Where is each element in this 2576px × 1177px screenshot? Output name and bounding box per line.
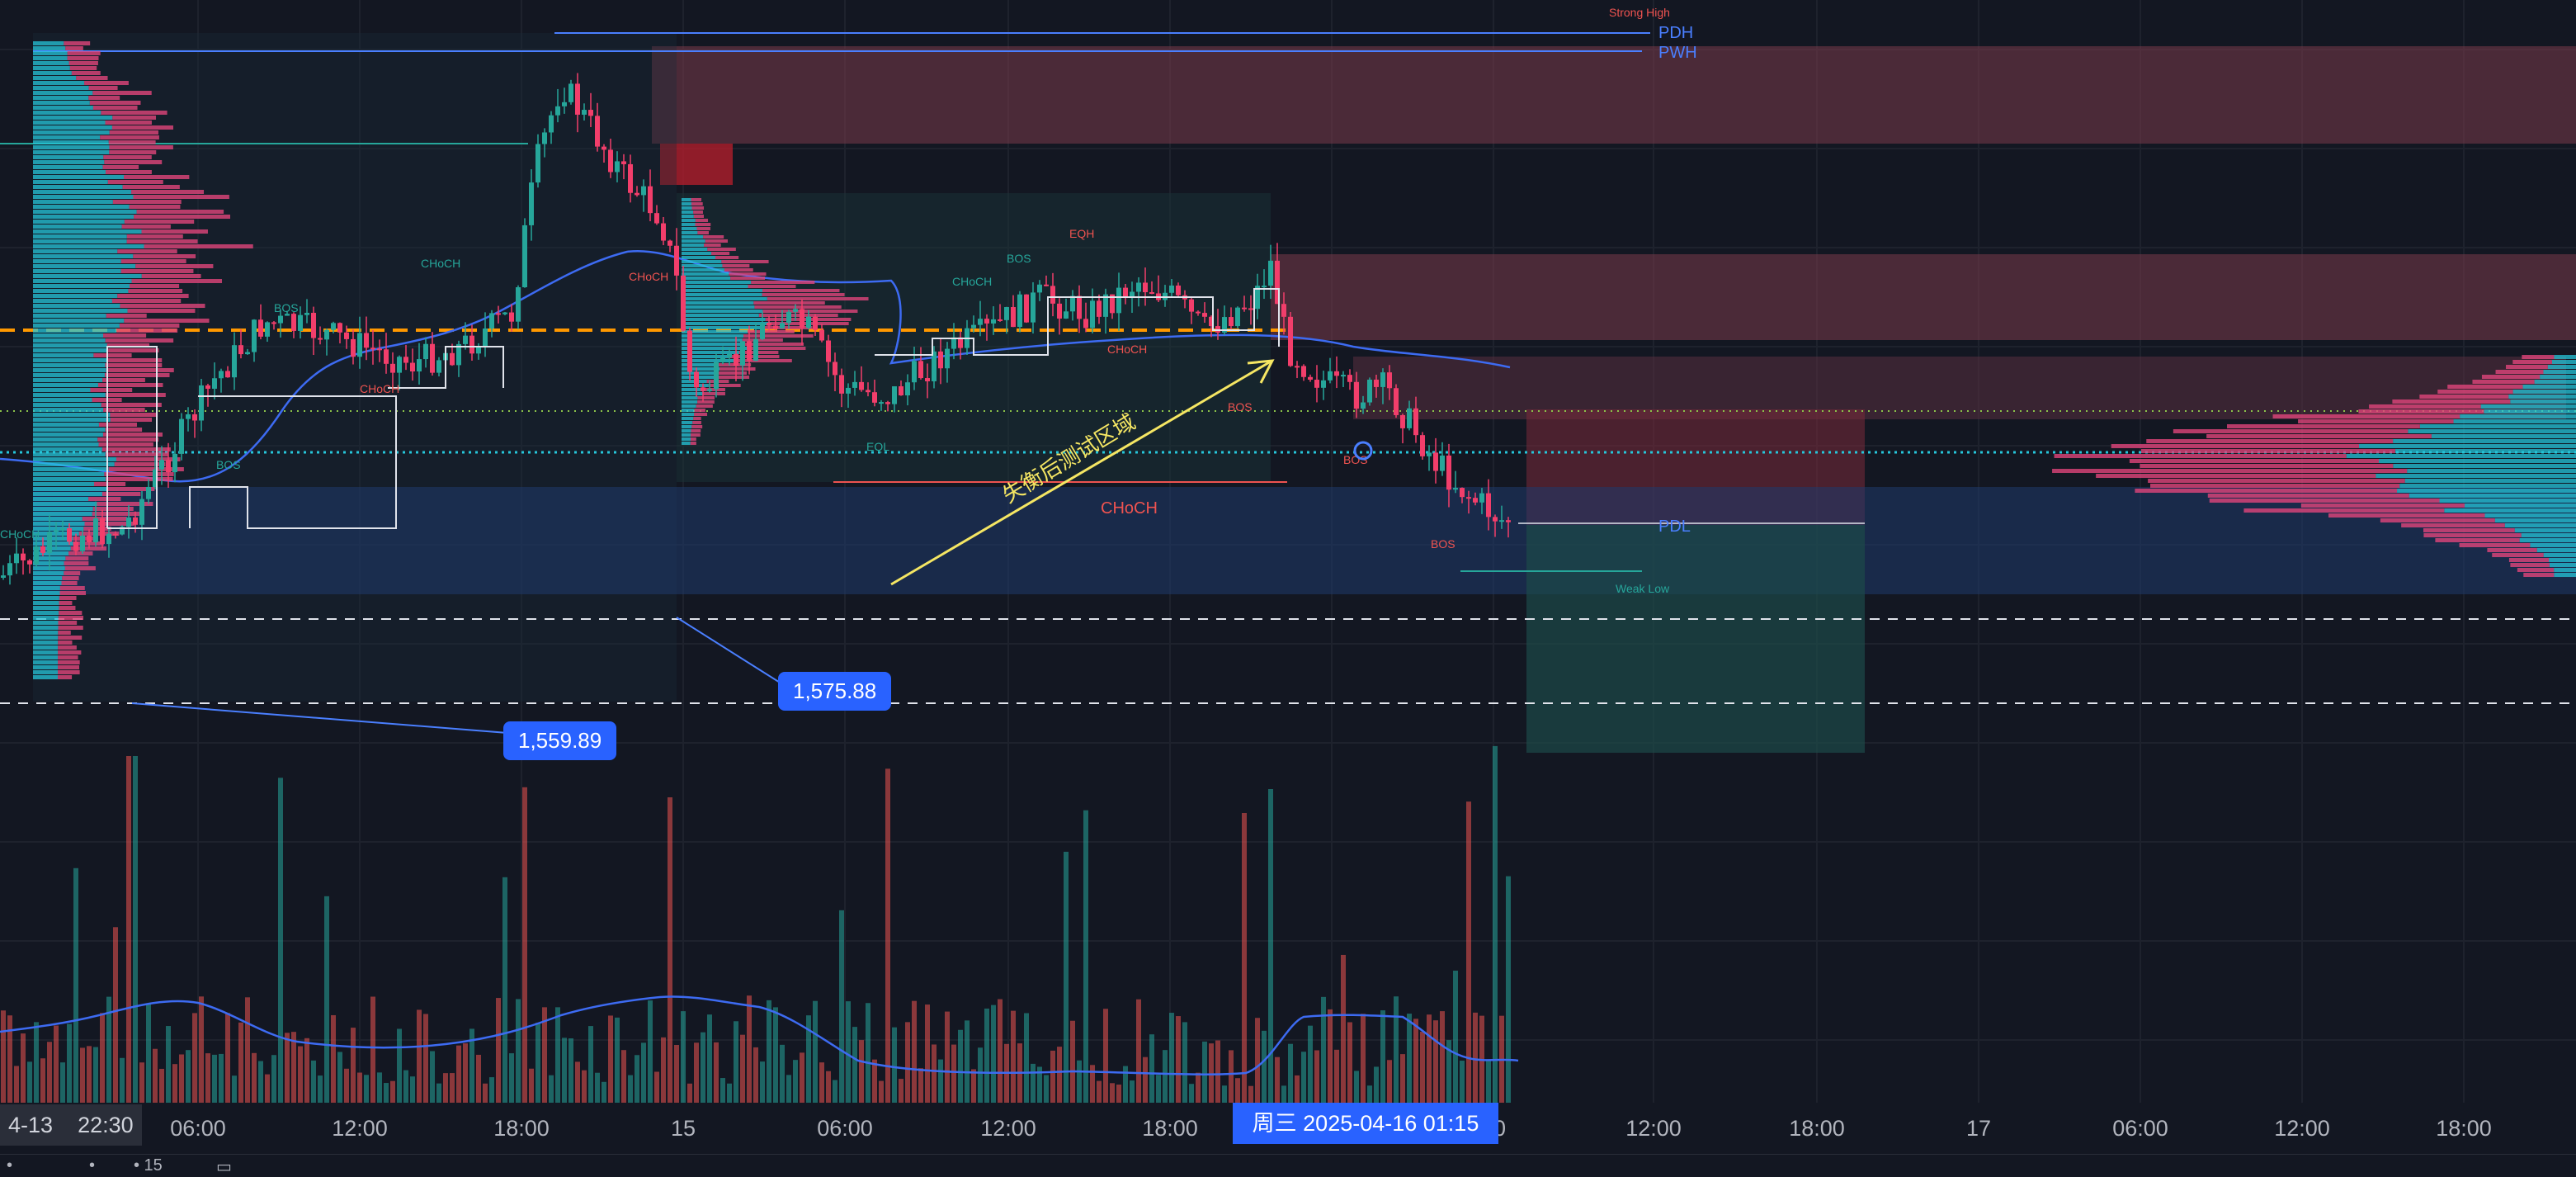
bottom-toolbar: • • • 15 ▭ [0,1154,2576,1176]
bos-label-2: BOS [216,458,241,471]
time-tick: 18:00 [2436,1116,2492,1141]
time-tick: 12:00 [2274,1116,2330,1141]
toolbar-item-1[interactable]: • [7,1156,13,1175]
pdh-label: PDH [1658,24,1693,42]
toolbar-item-2[interactable]: • [89,1156,96,1175]
volume-profile-mid [682,198,869,445]
time-tick: 15 [670,1116,696,1141]
calendar-icon[interactable]: ▭ [216,1158,232,1176]
candlesticks [1,73,1511,585]
time-tick: 18:00 [1142,1116,1198,1141]
time-tick: 12:00 [332,1116,388,1141]
bos-label-1: BOS [274,301,299,314]
time-tick: 12:00 [980,1116,1036,1141]
price-tag-lower[interactable]: 1,559.89 [503,721,617,760]
crosshair-time-label: 周三 2025-04-16 01:15 [1233,1103,1498,1144]
pwh-label: PWH [1658,44,1697,62]
first-time: 22:30 [78,1113,134,1137]
choch-label-4: CHoCH [952,275,992,288]
toolbar-item-3[interactable]: • 15 [134,1156,163,1175]
bos-label-3: BOS [1007,252,1031,265]
time-tick: 12:00 [1625,1116,1682,1141]
time-tick: 18:00 [1789,1116,1845,1141]
time-axis[interactable]: 06:0012:0018:001506:0012:0018:000012:001… [0,1104,2576,1154]
bos-label-4: BOS [1228,400,1253,414]
strong-high-label: Strong High [1609,6,1670,19]
time-tick: 06:00 [170,1116,226,1141]
range-boxes [106,288,1280,529]
bos-label-5: BOS [1343,453,1368,466]
volume-ma-line [0,995,1519,1075]
volume-profile-right [2052,355,2576,577]
time-tick: 06:00 [817,1116,873,1141]
eql-label: EQL [866,440,889,453]
structure-labels: Strong High PDH PWH PDL Weak Low EQH EQL… [0,6,1697,595]
first-date: 4-13 [8,1113,54,1137]
weak-low-label: Weak Low [1616,582,1670,595]
volume-bars [1,745,1511,1103]
choch-label-5: CHoCH [1107,343,1147,356]
marker-circle [1353,441,1373,461]
choch-label-3: CHoCH [629,270,668,283]
time-tick: 06:00 [2112,1116,2168,1141]
first-date-label: 4-13 22:30 [0,1104,142,1146]
volume-profile-left [33,41,253,679]
choch-label-main: CHoCH [1101,499,1158,518]
bos-label-6: BOS [1431,537,1455,551]
price-tag-upper[interactable]: 1,575.88 [778,672,892,711]
time-tick: 17 [1965,1116,1992,1141]
time-tick: 18:00 [493,1116,550,1141]
choch-label-1: CHoCH [421,257,460,270]
choch-label-6: CHoCH [0,527,40,541]
choch-label-2: CHoCH [360,382,399,395]
eqh-label: EQH [1069,227,1094,240]
pdl-label: PDL [1658,518,1691,536]
